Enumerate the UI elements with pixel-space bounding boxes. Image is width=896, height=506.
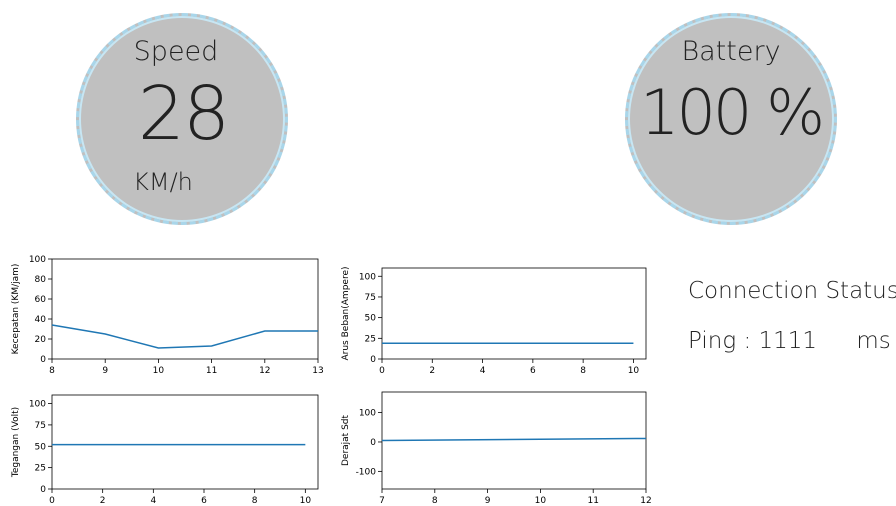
y-tick-label: 80 (35, 275, 47, 285)
y-axis-label: Kecepatan (KM/jam) (11, 264, 21, 355)
x-tick-label: 8 (49, 366, 55, 376)
y-tick-label: 100 (29, 400, 46, 410)
y-tick-label: 0 (370, 355, 376, 365)
y-tick-label: -100 (356, 467, 377, 477)
connection-status-label: Connection Status (688, 278, 896, 304)
battery-title: Battery (681, 36, 781, 67)
x-tick-label: 4 (150, 496, 156, 506)
x-tick-label: 12 (640, 496, 651, 506)
y-axis-label: Arus Beban(Ampere) (341, 267, 351, 361)
y-tick-label: 100 (29, 255, 46, 265)
x-tick-label: 9 (102, 366, 108, 376)
plot-frame (51, 258, 319, 360)
x-tick-label: 0 (49, 496, 55, 506)
y-tick-label: 0 (40, 485, 46, 495)
x-tick-label: 8 (580, 366, 586, 376)
x-tick-label: 6 (530, 366, 536, 376)
x-tick-label: 10 (628, 366, 640, 376)
x-tick-label: 11 (206, 366, 217, 376)
voltage-chart: 0 25 50 75 100 0 2 4 6 8 10 Tegangan (Volt) (11, 394, 319, 506)
ping-label: Ping : (688, 328, 752, 354)
x-tick-label: 0 (379, 366, 385, 376)
y-axis-label: Tegangan (Volt) (11, 407, 21, 478)
x-tick-label: 9 (485, 496, 491, 506)
x-tick-label: 4 (480, 366, 486, 376)
x-tick-label: 12 (259, 366, 270, 376)
y-tick-label: 100 (359, 272, 376, 282)
battery-value: 100 % (640, 76, 825, 149)
x-tick-label: 2 (100, 496, 106, 506)
x-tick-label: 6 (201, 496, 207, 506)
x-tick-label: 7 (379, 496, 385, 506)
y-tick-label: 0 (40, 355, 46, 365)
series-line (381, 437, 647, 442)
y-axis-label: Derajat Sdt (341, 415, 351, 467)
x-tick-label: 8 (432, 496, 438, 506)
x-tick-label: 10 (535, 496, 547, 506)
y-tick-label: 40 (35, 315, 47, 325)
ping-row: Ping : 1111 ms (688, 328, 891, 354)
x-tick-label: 10 (300, 496, 312, 506)
speed-value: 28 (137, 71, 230, 157)
y-tick-label: 100 (359, 409, 376, 419)
plot-frame (381, 267, 647, 360)
y-tick-label: 25 (35, 464, 46, 474)
x-tick-label: 10 (153, 366, 165, 376)
speed-title: Speed (133, 36, 219, 67)
y-tick-label: 50 (35, 442, 47, 452)
y-tick-label: 60 (35, 295, 47, 305)
current-chart: 0 25 50 75 100 0 2 4 6 8 10 Arus Beban(Ampere) (341, 267, 647, 376)
speed-unit: KM/h (133, 168, 193, 196)
x-tick-label: 2 (429, 366, 435, 376)
speed-chart: 0 20 40 60 80 100 8 9 10 11 12 13 Kecepatan (KM/jam) (11, 255, 324, 376)
battery-gauge: Battery 100 % (625, 13, 837, 225)
ping-value: 1111 (758, 328, 818, 354)
y-tick-label: 25 (365, 334, 376, 344)
y-tick-label: 0 (370, 438, 376, 448)
x-tick-label: 8 (252, 496, 258, 506)
series-line (51, 324, 318, 349)
angle-chart: -100 0 100 7 8 9 10 11 12 Derajat Sdt (341, 391, 652, 506)
ping-unit: ms (856, 328, 891, 354)
y-tick-label: 20 (35, 335, 47, 345)
plot-frame (51, 394, 319, 490)
y-tick-label: 50 (365, 314, 377, 324)
x-tick-label: 13 (312, 366, 323, 376)
y-tick-label: 75 (365, 293, 376, 303)
x-tick-label: 11 (587, 496, 598, 506)
speed-gauge: Speed 28 KM/h (76, 13, 288, 225)
y-tick-label: 75 (35, 421, 46, 431)
